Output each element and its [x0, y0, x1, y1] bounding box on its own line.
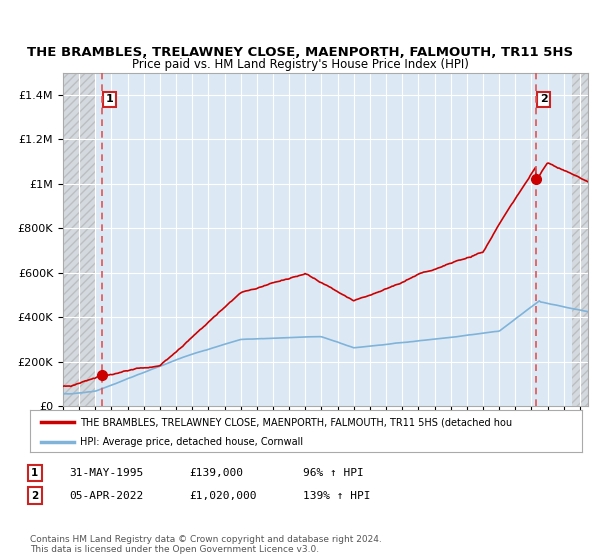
Text: THE BRAMBLES, TRELAWNEY CLOSE, MAENPORTH, FALMOUTH, TR11 5HS (detached hou: THE BRAMBLES, TRELAWNEY CLOSE, MAENPORTH… [80, 417, 512, 427]
Text: 1: 1 [31, 468, 38, 478]
Text: 96% ↑ HPI: 96% ↑ HPI [303, 468, 364, 478]
Text: 05-APR-2022: 05-APR-2022 [69, 491, 143, 501]
Text: £139,000: £139,000 [189, 468, 243, 478]
Text: Price paid vs. HM Land Registry's House Price Index (HPI): Price paid vs. HM Land Registry's House … [131, 58, 469, 71]
Bar [63, 73, 95, 406]
Text: 1: 1 [106, 95, 114, 105]
Bar [572, 73, 588, 406]
Text: THE BRAMBLES, TRELAWNEY CLOSE, MAENPORTH, FALMOUTH, TR11 5HS: THE BRAMBLES, TRELAWNEY CLOSE, MAENPORTH… [27, 46, 573, 59]
Text: Contains HM Land Registry data © Crown copyright and database right 2024.
This d: Contains HM Land Registry data © Crown c… [30, 535, 382, 554]
Text: 31-MAY-1995: 31-MAY-1995 [69, 468, 143, 478]
Text: 139% ↑ HPI: 139% ↑ HPI [303, 491, 371, 501]
Text: HPI: Average price, detached house, Cornwall: HPI: Average price, detached house, Corn… [80, 437, 303, 447]
Text: 2: 2 [31, 491, 38, 501]
Text: 2: 2 [539, 95, 547, 105]
Text: £1,020,000: £1,020,000 [189, 491, 257, 501]
